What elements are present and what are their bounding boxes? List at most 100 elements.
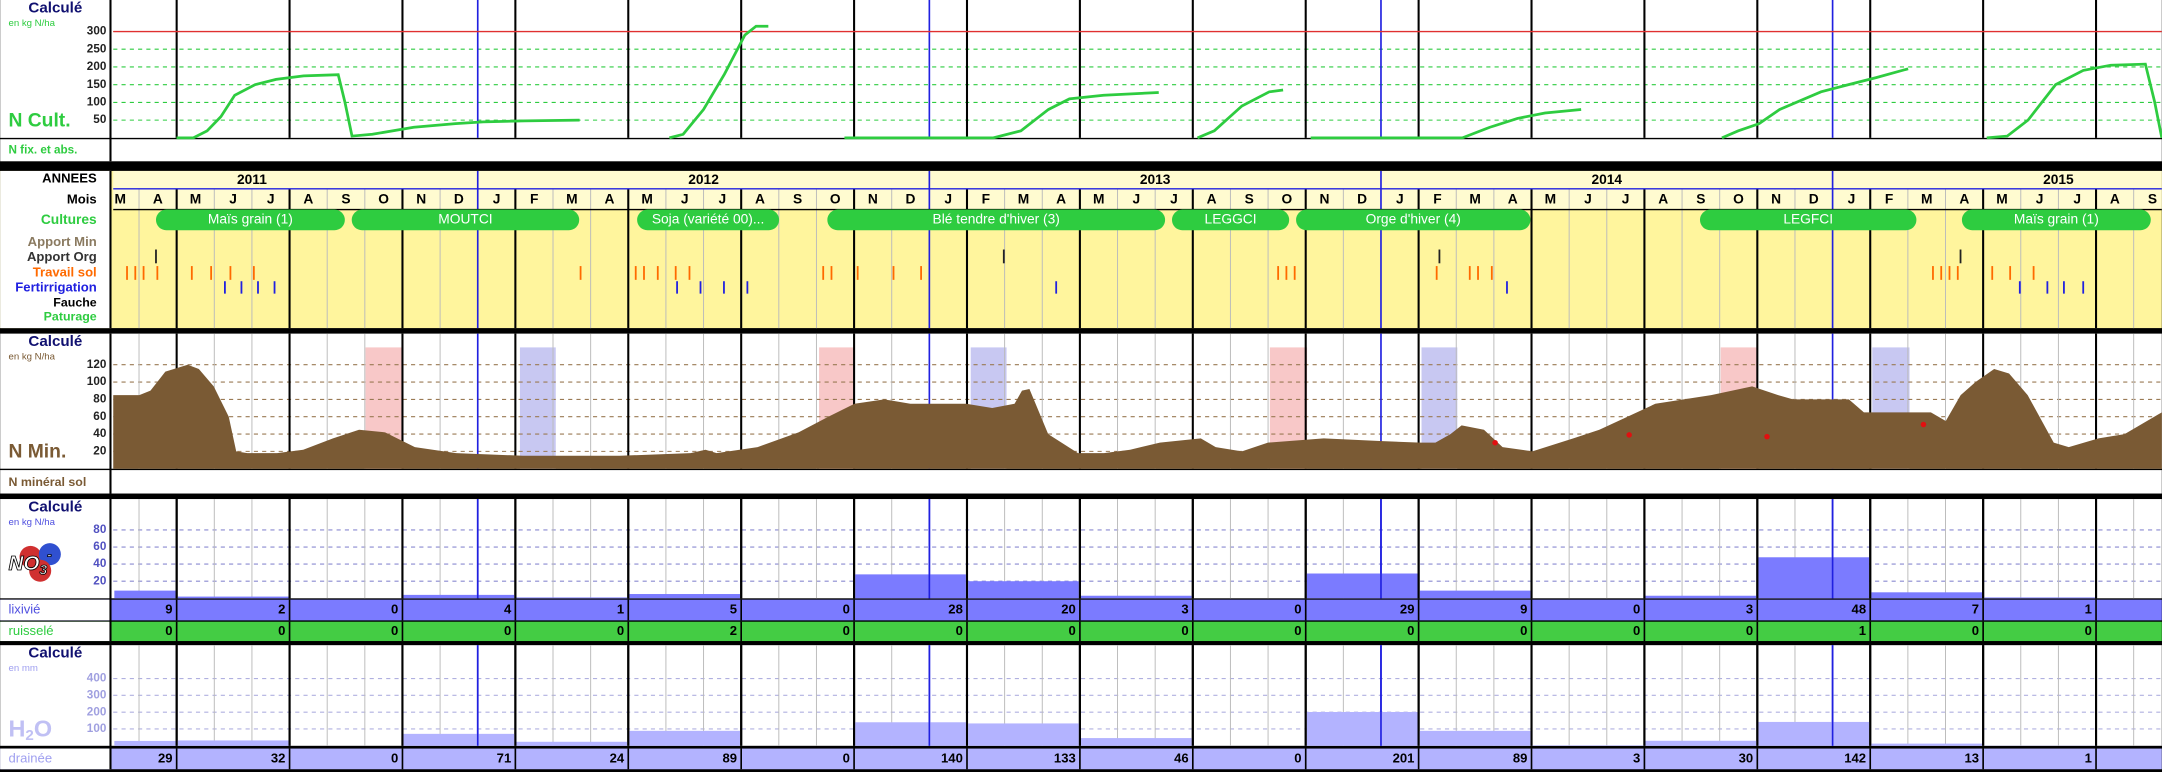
bar bbox=[1645, 740, 1757, 746]
label-col-bg bbox=[0, 170, 111, 329]
cell-value: 0 bbox=[1294, 623, 1301, 638]
bar bbox=[1081, 595, 1192, 599]
icon-sub: 3 bbox=[39, 562, 47, 577]
icon: NO3- bbox=[8, 543, 61, 582]
bar bbox=[403, 594, 515, 599]
cell-value: 0 bbox=[956, 623, 963, 638]
row-label-bg bbox=[0, 599, 111, 621]
row-label-bg bbox=[0, 621, 111, 642]
y-tick-label: 250 bbox=[87, 42, 107, 55]
icon-sup: - bbox=[47, 547, 52, 562]
month-label: O bbox=[378, 192, 389, 207]
month-label: S bbox=[793, 192, 802, 207]
cell-value: 0 bbox=[391, 601, 398, 616]
bar bbox=[968, 723, 1079, 746]
month-label: N bbox=[868, 192, 878, 207]
month-label: J bbox=[1622, 192, 1630, 207]
culture-pill bbox=[1296, 209, 1531, 231]
series-label: N Cult. bbox=[8, 110, 70, 131]
cell-value: 1 bbox=[2085, 750, 2092, 765]
panel-title: Calculé bbox=[28, 0, 82, 16]
cell-value: 201 bbox=[1393, 750, 1415, 765]
bar bbox=[516, 597, 628, 599]
culture-pill bbox=[351, 209, 580, 231]
cell-value: 1 bbox=[1859, 623, 1866, 638]
cell-value: 29 bbox=[1400, 601, 1415, 616]
cell-value: 48 bbox=[1852, 601, 1867, 616]
panel-unit: en kg N/ha bbox=[8, 352, 55, 363]
cell-value: 13 bbox=[1964, 750, 1979, 765]
cell-value: 29 bbox=[158, 750, 173, 765]
month-label: J bbox=[944, 192, 952, 207]
month-label: A bbox=[1959, 192, 1969, 207]
month-label: M bbox=[1996, 192, 2007, 207]
measured-point bbox=[1920, 421, 1927, 428]
month-label: N bbox=[1320, 192, 1330, 207]
culture-label: Soja (variété 00)... bbox=[652, 212, 764, 227]
y-tick-label: 150 bbox=[87, 78, 107, 91]
row-label: drainée bbox=[8, 750, 52, 765]
culture-pill bbox=[1961, 209, 2151, 231]
panel-title: Calculé bbox=[28, 333, 82, 350]
cell-value: 20 bbox=[1061, 601, 1076, 616]
month-label: M bbox=[566, 192, 577, 207]
panel-unit: en kg N/ha bbox=[8, 517, 55, 528]
culture-label: Maïs grain (1) bbox=[208, 212, 293, 227]
cell-value: 142 bbox=[1844, 750, 1866, 765]
series-label: N Min. bbox=[8, 441, 66, 462]
cell-value: 133 bbox=[1054, 750, 1076, 765]
y-tick-label: 400 bbox=[87, 672, 107, 685]
panel-title: Calculé bbox=[28, 644, 82, 661]
panel-title: Calculé bbox=[28, 498, 82, 515]
month-label: D bbox=[906, 192, 916, 207]
month-label: M bbox=[190, 192, 201, 207]
month-label: D bbox=[1809, 192, 1819, 207]
cell-value: 5 bbox=[730, 601, 737, 616]
culture-pill bbox=[827, 209, 1166, 231]
cell-value: 1 bbox=[2085, 601, 2092, 616]
cell-value: 2 bbox=[278, 601, 285, 616]
bar bbox=[1645, 595, 1757, 599]
month-label: A bbox=[604, 192, 614, 207]
y-tick-label: 100 bbox=[87, 96, 107, 109]
month-label: F bbox=[530, 192, 538, 207]
bar bbox=[516, 741, 628, 746]
cell-value: 0 bbox=[1633, 623, 1640, 638]
bar bbox=[1984, 597, 2095, 599]
row-bg bbox=[0, 621, 2162, 642]
cell-value: 0 bbox=[2085, 623, 2092, 638]
row-label: N fix. et abs. bbox=[8, 143, 77, 156]
cell-value: 0 bbox=[1972, 623, 1979, 638]
cell-value: 0 bbox=[278, 623, 285, 638]
cell-value: 0 bbox=[617, 623, 624, 638]
cell-value: 30 bbox=[1739, 750, 1754, 765]
bar bbox=[1758, 721, 1870, 746]
month-label: N bbox=[1771, 192, 1781, 207]
bar bbox=[1419, 730, 1531, 746]
bar bbox=[1758, 557, 1870, 599]
cell-value: 0 bbox=[1746, 623, 1753, 638]
row-bg bbox=[0, 599, 2162, 621]
month-label: M bbox=[1018, 192, 1029, 207]
bar bbox=[629, 730, 741, 746]
month-label: S bbox=[1696, 192, 1705, 207]
y-tick-label: 100 bbox=[87, 375, 107, 388]
icon-atom-label: O bbox=[34, 716, 52, 742]
month-label: O bbox=[830, 192, 841, 207]
month-label: M bbox=[1921, 192, 1932, 207]
culture-pill bbox=[637, 209, 780, 231]
row-label: Apport Min bbox=[28, 234, 97, 249]
y-tick-label: 60 bbox=[93, 540, 107, 553]
row-label: Cultures bbox=[41, 212, 97, 227]
bar bbox=[629, 594, 741, 599]
cell-value: 0 bbox=[1294, 601, 1301, 616]
month-label: J bbox=[1848, 192, 1856, 207]
row-label: N minéral sol bbox=[8, 475, 86, 489]
month-label: A bbox=[755, 192, 765, 207]
month-label: F bbox=[982, 192, 990, 207]
month-label: J bbox=[681, 192, 689, 207]
month-label: N bbox=[416, 192, 426, 207]
cell-value: 3 bbox=[1746, 601, 1753, 616]
cell-value: 0 bbox=[1294, 750, 1301, 765]
